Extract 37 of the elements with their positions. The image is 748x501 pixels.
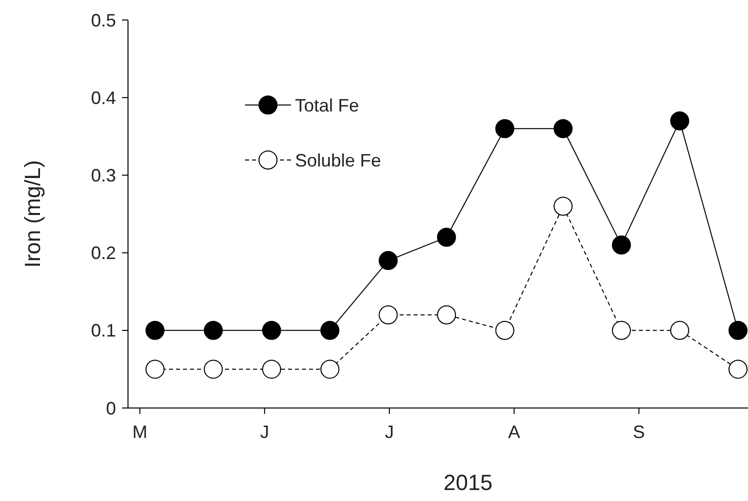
point — [495, 119, 514, 138]
y-tick-label: 0.5 — [90, 10, 116, 30]
y-tick-label: 0.3 — [90, 166, 116, 186]
point — [728, 360, 748, 379]
point — [728, 320, 748, 340]
legend-label: Total Fe — [295, 95, 360, 116]
y-tick-label: 0.4 — [90, 88, 116, 108]
point — [437, 305, 456, 324]
point — [612, 236, 631, 255]
point — [612, 320, 631, 340]
point — [262, 320, 282, 340]
point — [262, 360, 282, 379]
point — [437, 228, 456, 247]
legend-label: Soluble Fe — [295, 150, 382, 170]
point — [670, 111, 690, 130]
text: J — [260, 422, 270, 442]
y-tick-label: 0.2 — [90, 243, 116, 264]
point — [320, 320, 340, 340]
point — [204, 320, 223, 340]
point — [146, 360, 164, 379]
point — [554, 119, 573, 138]
point — [320, 360, 340, 379]
point — [204, 360, 223, 379]
point — [554, 196, 573, 216]
text: S — [632, 422, 645, 442]
text: M — [132, 422, 148, 442]
point — [495, 320, 514, 340]
y-tick-label: 0.1 — [90, 320, 116, 341]
text: J — [384, 422, 394, 442]
point — [146, 320, 164, 340]
y-tick-label: 0 — [106, 398, 116, 418]
point — [378, 305, 398, 324]
point — [670, 320, 690, 340]
point — [378, 251, 398, 270]
x-axis-title: 2015 — [444, 470, 492, 495]
y-axis-title: Iron (mg/L) — [20, 160, 45, 268]
text: A — [508, 422, 520, 442]
